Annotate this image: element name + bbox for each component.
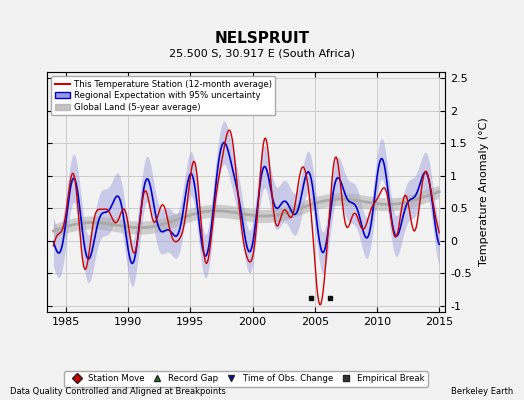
Text: 25.500 S, 30.917 E (South Africa): 25.500 S, 30.917 E (South Africa) [169, 48, 355, 58]
Text: Berkeley Earth: Berkeley Earth [451, 387, 514, 396]
Text: NELSPRUIT: NELSPRUIT [214, 31, 310, 46]
Text: Data Quality Controlled and Aligned at Breakpoints: Data Quality Controlled and Aligned at B… [10, 387, 226, 396]
Y-axis label: Temperature Anomaly (°C): Temperature Anomaly (°C) [479, 118, 489, 266]
Legend: Station Move, Record Gap, Time of Obs. Change, Empirical Break: Station Move, Record Gap, Time of Obs. C… [64, 371, 428, 387]
